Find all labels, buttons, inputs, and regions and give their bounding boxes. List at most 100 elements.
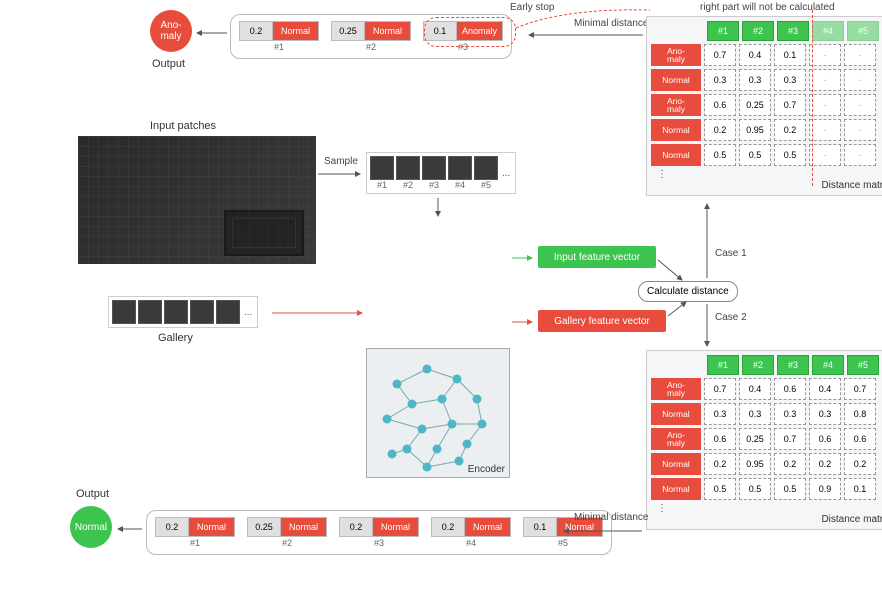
arrow-patches-to-encoder bbox=[432, 196, 444, 220]
result-id: #2 bbox=[366, 42, 376, 52]
patch-id: #4 bbox=[455, 180, 465, 190]
matrix-cell: 0.5 bbox=[704, 478, 736, 500]
patch-id: #5 bbox=[481, 180, 491, 190]
matrix-cell: 0.7 bbox=[774, 94, 806, 116]
matrix-cell: 0.2 bbox=[704, 119, 736, 141]
distance-value: 0.2 bbox=[155, 517, 189, 537]
arrow-to-normal bbox=[114, 522, 144, 536]
matrix-cell: 0.95 bbox=[739, 453, 771, 475]
matrix-cell: 0.7 bbox=[774, 428, 806, 450]
matrix-cell: 0.2 bbox=[809, 453, 841, 475]
matrix-col-header: #5 bbox=[847, 355, 879, 375]
matrix-cell: - bbox=[809, 119, 841, 141]
matrix-cell: 0.5 bbox=[774, 478, 806, 500]
matrix-col-header: #4 bbox=[812, 355, 844, 375]
matrix-col-header: #3 bbox=[777, 355, 809, 375]
matrix-row-header: Ano- maly bbox=[651, 44, 701, 66]
matrix-cell: 0.3 bbox=[739, 403, 771, 425]
matrix-cell: - bbox=[844, 44, 876, 66]
arrow-case2 bbox=[700, 302, 714, 350]
matrix-cell: 0.4 bbox=[739, 378, 771, 400]
arrow-enc-to-inputfv bbox=[510, 252, 536, 264]
distance-value: 0.25 bbox=[331, 21, 365, 41]
result-item: 0.2Normal#1 bbox=[155, 517, 235, 548]
patch-id: #2 bbox=[403, 180, 413, 190]
matrix-cell: - bbox=[809, 69, 841, 91]
arrow-min-dist-bottom bbox=[560, 524, 644, 538]
matrix-row-header: Ano- maly bbox=[651, 94, 701, 116]
matrix-col-header: #2 bbox=[742, 355, 774, 375]
input-patches-label: Input patches bbox=[150, 120, 216, 132]
arrow-galleryfv-calc bbox=[666, 300, 700, 320]
early-stop-divider bbox=[812, 10, 813, 186]
matrix-row-header: Normal bbox=[651, 453, 701, 475]
matrix-cell: 0.1 bbox=[844, 478, 876, 500]
matrix-cell: 0.5 bbox=[739, 478, 771, 500]
gallery-strip: ... bbox=[108, 296, 258, 328]
matrix-cell: 0.6 bbox=[774, 378, 806, 400]
matrix-caption: Distance matrix bbox=[651, 180, 882, 191]
arrow-gallery-to-encoder bbox=[270, 306, 366, 320]
matrix-row-header: Normal bbox=[651, 119, 701, 141]
matrix-cell: 0.2 bbox=[774, 119, 806, 141]
matrix-cell: 0.5 bbox=[774, 144, 806, 166]
result-item: 0.25Normal#2 bbox=[247, 517, 327, 548]
distance-value: 0.2 bbox=[431, 517, 465, 537]
right-part-label: right part will not be calculated bbox=[700, 2, 835, 13]
matrix-col-header: #2 bbox=[742, 21, 774, 41]
input-patch bbox=[422, 156, 446, 180]
class-tag: Normal bbox=[189, 517, 235, 537]
matrix-cell: 0.6 bbox=[704, 428, 736, 450]
patch-id: #3 bbox=[429, 180, 439, 190]
distance-matrix-1: #1#2#3#4#5...Ano- maly0.70.40.1--Normal0… bbox=[646, 16, 882, 196]
matrix-col-header: #5 bbox=[847, 21, 879, 41]
matrix-cell: 0.5 bbox=[704, 144, 736, 166]
result-item: 0.2Normal#1 bbox=[239, 21, 319, 52]
matrix-cell: 0.6 bbox=[844, 428, 876, 450]
matrix-cell: 0.25 bbox=[739, 94, 771, 116]
class-tag: Normal bbox=[365, 21, 411, 41]
encoder-box: Encoder bbox=[366, 348, 510, 478]
arrow-enc-to-galleryfv bbox=[510, 316, 536, 328]
matrix-cell: 0.3 bbox=[774, 69, 806, 91]
matrix-row-header: Ano- maly bbox=[651, 428, 701, 450]
matrix-cell: 0.2 bbox=[704, 453, 736, 475]
matrix-cell: - bbox=[809, 94, 841, 116]
matrix-cell: 0.25 bbox=[739, 428, 771, 450]
result-item: 0.2Normal#3 bbox=[339, 517, 419, 548]
case2-label: Case 2 bbox=[715, 312, 747, 323]
matrix-cell: 0.2 bbox=[844, 453, 876, 475]
result-id: #3 bbox=[374, 538, 384, 548]
distance-value: 0.2 bbox=[339, 517, 373, 537]
early-stop-connector bbox=[514, 4, 654, 34]
class-tag: Normal bbox=[281, 517, 327, 537]
matrix-col-header: #3 bbox=[777, 21, 809, 41]
class-tag: Normal bbox=[373, 517, 419, 537]
matrix-cell: 0.9 bbox=[809, 478, 841, 500]
matrix-row-header: Normal bbox=[651, 69, 701, 91]
matrix-cell: 0.2 bbox=[774, 453, 806, 475]
matrix-caption: Distance matrix bbox=[651, 514, 882, 525]
matrix-cell: 0.5 bbox=[739, 144, 771, 166]
matrix-cell: 0.3 bbox=[739, 69, 771, 91]
input-patch bbox=[396, 156, 420, 180]
patch-id: #1 bbox=[377, 180, 387, 190]
input-image bbox=[78, 136, 316, 264]
matrix-row-header: Normal bbox=[651, 403, 701, 425]
encoder-label: Encoder bbox=[468, 464, 505, 475]
matrix-cell: - bbox=[844, 94, 876, 116]
result-id: #2 bbox=[282, 538, 292, 548]
matrix-cell: 0.7 bbox=[704, 44, 736, 66]
input-feature-vector: Input feature vector bbox=[538, 246, 656, 268]
min-dist-label-bottom: Minimal distance bbox=[574, 512, 648, 523]
matrix-row-header: Normal bbox=[651, 144, 701, 166]
matrix-cell: - bbox=[844, 144, 876, 166]
anomaly-output-circle: Ano- maly bbox=[150, 10, 192, 52]
matrix-cell: - bbox=[844, 69, 876, 91]
result-item: 0.2Normal#4 bbox=[431, 517, 511, 548]
arrow-to-anomaly bbox=[193, 26, 229, 40]
input-patch bbox=[448, 156, 472, 180]
anomaly-highlight bbox=[424, 17, 516, 47]
distance-value: 0.1 bbox=[523, 517, 557, 537]
arrow-inputfv-calc bbox=[656, 258, 690, 284]
